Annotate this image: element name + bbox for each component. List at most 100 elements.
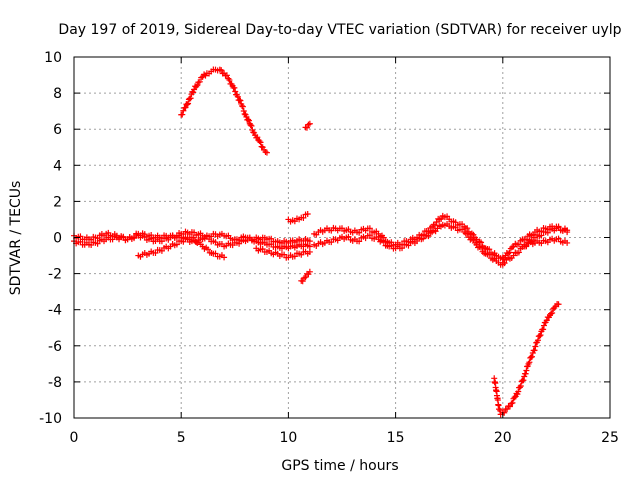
data-point	[239, 102, 246, 109]
y-tick-label: 10	[44, 50, 62, 66]
data-point	[366, 225, 373, 232]
data-point	[245, 116, 252, 123]
data-point	[218, 67, 225, 74]
data-point	[205, 246, 211, 253]
data-point	[328, 239, 335, 246]
data-point	[239, 103, 246, 110]
data-point	[236, 96, 243, 103]
data-point	[478, 244, 485, 251]
data-point	[231, 84, 238, 91]
data-point	[223, 72, 230, 79]
data-point	[510, 252, 517, 259]
data-point	[549, 310, 556, 317]
data-point	[538, 228, 545, 235]
x-tick-label: 25	[601, 430, 619, 446]
data-point	[196, 78, 203, 85]
data-point	[247, 122, 254, 129]
series-segment-10-11	[285, 211, 311, 225]
data-point	[564, 239, 571, 246]
data-point	[190, 89, 197, 96]
axes: 0 5 10 15 20 25 -10 -8 -6 -4 -2 0 2 4 6 8 10	[39, 50, 619, 446]
data-point	[528, 353, 535, 360]
data-point	[464, 225, 471, 232]
data-point	[254, 134, 261, 141]
data-point	[540, 326, 547, 333]
data-point	[257, 139, 264, 146]
x-tick-label: 5	[177, 430, 186, 446]
y-tick-label: -10	[39, 411, 62, 427]
series-arc-high	[178, 66, 270, 156]
data-point	[509, 399, 516, 406]
data-point	[478, 239, 485, 246]
data-point	[523, 367, 530, 374]
data-point	[356, 229, 363, 236]
plot-frame	[73, 56, 611, 419]
data-point	[555, 223, 562, 230]
data-point	[531, 347, 538, 354]
data-point	[534, 337, 541, 344]
data-point	[464, 230, 471, 237]
data-point	[221, 254, 228, 261]
data-point	[304, 211, 311, 218]
series-baseline-b	[71, 229, 313, 252]
data-point	[306, 238, 313, 245]
series-late-c	[521, 235, 571, 249]
data-point	[522, 370, 529, 377]
data-point	[190, 234, 197, 241]
y-tick-label: 0	[53, 231, 62, 247]
data-point	[515, 388, 522, 395]
data-point	[520, 377, 527, 384]
x-tick-label: 10	[279, 430, 297, 446]
data-point	[506, 249, 513, 256]
data-point	[246, 234, 253, 241]
data-point	[505, 250, 512, 257]
data-point	[185, 100, 192, 107]
data-point	[508, 400, 515, 407]
chart-title: Day 197 of 2019, Sidereal Day-to-day VTE…	[58, 22, 621, 38]
data-point	[299, 278, 306, 285]
data-point	[179, 111, 186, 118]
y-tick-label: -6	[48, 339, 62, 355]
series-late-b	[499, 223, 571, 263]
data-point	[245, 117, 252, 124]
data-point	[425, 233, 432, 240]
y-tick-label: 6	[53, 122, 62, 138]
y-tick-label: -8	[48, 375, 62, 391]
y-tick-label: 8	[53, 86, 62, 102]
data-point	[306, 243, 313, 250]
y-tick-label: -2	[48, 267, 62, 283]
x-tick-label: 0	[70, 430, 79, 446]
data-point	[523, 236, 530, 243]
data-point	[263, 149, 270, 156]
data-point	[515, 249, 522, 256]
data-point	[306, 120, 313, 127]
data-point	[258, 143, 265, 150]
series-baseline-a	[71, 228, 313, 250]
data-point	[237, 97, 244, 104]
data-point	[248, 122, 255, 129]
data-point	[501, 256, 508, 263]
data-point	[187, 95, 194, 102]
data-point	[306, 268, 313, 275]
data-point	[564, 229, 571, 236]
y-axis-label: SDTVAR / TECUs	[8, 181, 24, 296]
data-point	[356, 238, 363, 245]
data-point	[225, 75, 232, 82]
data-point	[232, 88, 239, 95]
y-tick-label: 4	[53, 158, 62, 174]
series-dip-9-11	[253, 245, 313, 261]
y-tick-label: -4	[48, 303, 62, 319]
data-point	[380, 239, 387, 246]
data-point	[438, 215, 445, 222]
data-point	[526, 359, 533, 366]
data-point	[152, 249, 159, 256]
series-dip-3-7	[135, 234, 228, 261]
data-point	[240, 107, 247, 114]
data-point	[555, 235, 562, 242]
data-point	[180, 107, 187, 114]
data-point	[433, 219, 440, 226]
data-point	[303, 124, 310, 131]
y-tick-label: 2	[53, 194, 62, 210]
